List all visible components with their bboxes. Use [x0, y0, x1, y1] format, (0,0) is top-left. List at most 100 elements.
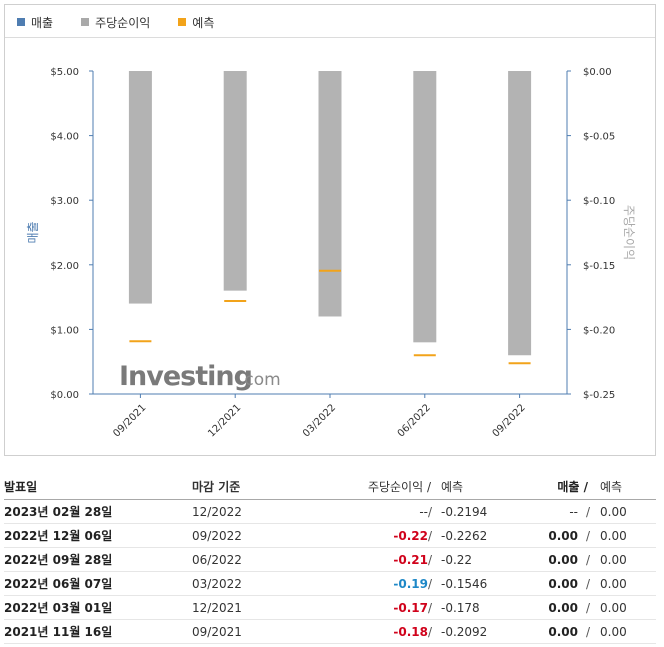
row-revenue-forecast: 0.00: [600, 577, 627, 591]
table-row: 2022년 12월 06일 09/2022 -0.22/-0.2262 0.00/0.…: [4, 524, 656, 548]
right-tick-label: $-0.10: [583, 196, 615, 207]
row-date: 2022년 06월 07일: [4, 577, 113, 591]
right-tick-label: $-0.05: [583, 132, 615, 143]
row-eps-separator: /: [428, 505, 433, 519]
row-date: 2021년 11월 16일: [4, 625, 113, 639]
row-revenue-forecast: 0.00: [600, 553, 627, 567]
header-eps-forecast[interactable]: 예측: [441, 480, 464, 494]
row-date: 2022년 09월 28일: [4, 553, 113, 567]
row-eps-forecast: -0.2092: [441, 625, 488, 639]
row-revenue: 0.00: [548, 625, 578, 639]
row-eps: -0.19: [393, 577, 428, 591]
row-eps-separator: /: [428, 601, 433, 615]
row-eps: -0.18: [393, 625, 428, 639]
row-period: 03/2022: [192, 577, 242, 591]
row-period: 09/2022: [192, 529, 242, 543]
row-period: 12/2022: [192, 505, 242, 519]
legend-item-revenue[interactable]: 매출: [17, 14, 53, 31]
legend-item-eps[interactable]: 주당순이익: [81, 14, 150, 31]
row-period: 09/2021: [192, 625, 242, 639]
row-period: 06/2022: [192, 553, 242, 567]
left-tick-label: $0.00: [50, 390, 79, 401]
header-revenue[interactable]: 매출 /: [557, 480, 588, 494]
row-revenue-forecast: 0.00: [600, 505, 627, 519]
right-tick-label: $0.00: [583, 67, 612, 78]
row-revenue-forecast: 0.00: [600, 529, 627, 543]
table-header-row: 발표일 마감 기준 주당순이익 / 예측 매출 / 예측: [4, 475, 656, 500]
watermark-suffix: .com: [239, 370, 281, 390]
row-eps: -0.22: [393, 529, 428, 543]
legend-label-revenue: 매출: [31, 15, 54, 30]
row-eps-separator: /: [428, 553, 433, 567]
x-tick-label: 09/2022: [491, 402, 528, 439]
table-row: 2022년 09월 28일 06/2022 -0.21/-0.22 0.00/0.00: [4, 548, 656, 572]
header-period[interactable]: 마감 기준: [192, 480, 241, 494]
left-tick-label: $4.00: [50, 132, 79, 143]
row-revenue-separator: /: [586, 505, 591, 519]
row-revenue: 0.00: [548, 529, 578, 543]
row-date: 2023년 02월 28일: [4, 505, 113, 519]
row-eps: -0.21: [393, 553, 428, 567]
legend-item-forecast[interactable]: 예측: [178, 14, 214, 31]
row-eps-forecast: -0.1546: [441, 577, 488, 591]
legend-label-eps: 주당순이익: [95, 15, 151, 30]
row-eps: --: [419, 505, 428, 519]
row-revenue-separator: /: [586, 601, 591, 615]
legend-swatch-revenue: [17, 18, 25, 26]
table-row: 2021년 11월 16일 09/2021 -0.18/-0.2092 0.00/0.…: [4, 620, 656, 644]
watermark-bold: Investing: [119, 361, 252, 392]
table-body: 2023년 02월 28일 12/2022 -- / -0.2194 --/0.00 202…: [4, 500, 656, 644]
eps-bar: [508, 71, 532, 356]
row-revenue: --: [569, 505, 578, 519]
table-row: 2022년 03월 01일 12/2021 -0.17/-0.178 0.00/0.0…: [4, 596, 656, 620]
row-eps-forecast: -0.2262: [441, 529, 488, 543]
left-tick-label: $2.00: [50, 261, 79, 272]
table-row: 2023년 02월 28일 12/2022 -- / -0.2194 --/0.00: [4, 500, 656, 524]
eps-bar: [223, 71, 247, 291]
legend-divider: [5, 37, 655, 38]
row-revenue-separator: /: [586, 577, 591, 591]
left-axis-title: 매출: [26, 221, 40, 243]
row-period: 12/2021: [192, 601, 242, 615]
row-eps-separator: /: [428, 529, 433, 543]
legend-swatch-forecast: [178, 18, 187, 26]
row-eps-separator: /: [428, 625, 433, 639]
row-revenue: 0.00: [548, 577, 578, 591]
investing-logo: Investing.com: [119, 361, 281, 392]
row-revenue: 0.00: [548, 553, 578, 567]
row-date: 2022년 12월 06일: [4, 529, 113, 543]
right-tick-label: $-0.15: [583, 261, 615, 272]
right-tick-label: $-0.25: [583, 390, 615, 401]
row-eps-forecast: -0.178: [441, 601, 480, 615]
row-revenue-forecast: 0.00: [600, 601, 627, 615]
row-revenue-separator: /: [586, 553, 591, 567]
earnings-table: 발표일 마감 기준 주당순이익 / 예측 매출 / 예측 2023년 02월 2…: [4, 475, 656, 644]
x-tick-label: 09/2021: [111, 402, 148, 439]
eps-bar: [128, 71, 152, 304]
row-revenue-forecast: 0.00: [600, 625, 627, 639]
chart-plot: $0.00 $1.00 $2.00 $3.00 $4.00 $5.00 $-0.25 $-0.…: [26, 67, 636, 439]
row-eps: -0.17: [393, 601, 428, 615]
left-tick-label: $3.00: [50, 196, 79, 207]
header-eps[interactable]: 주당순이익 /: [367, 480, 431, 494]
left-tick-label: $1.00: [50, 325, 79, 336]
header-revenue-forecast[interactable]: 예측: [600, 480, 623, 494]
earnings-chart-panel: 매출 주당순이익 예측 $0.00 $1.00 $2.00 $3.00 $4.00 $5.…: [4, 4, 656, 456]
chart-legend: 매출 주당순이익 예측: [17, 13, 214, 31]
row-revenue-separator: /: [586, 529, 591, 543]
x-tick-label: 12/2021: [206, 402, 243, 439]
row-eps-forecast: -0.2194: [441, 505, 488, 519]
left-tick-label: $5.00: [50, 67, 79, 78]
right-tick-label: $-0.20: [583, 325, 615, 336]
right-axis-title: 주당순이익: [622, 205, 636, 260]
table-row: 2022년 06월 07일 03/2022 -0.19/-0.1546 0.00/0.…: [4, 572, 656, 596]
row-eps-separator: /: [428, 577, 433, 591]
row-eps-forecast: -0.22: [441, 553, 473, 567]
eps-bar: [413, 71, 437, 343]
legend-label-forecast: 예측: [192, 15, 215, 30]
row-revenue-separator: /: [586, 625, 591, 639]
x-tick-label: 03/2022: [301, 402, 338, 439]
row-revenue: 0.00: [548, 601, 578, 615]
eps-bar: [318, 71, 342, 317]
header-date[interactable]: 발표일: [4, 480, 38, 494]
